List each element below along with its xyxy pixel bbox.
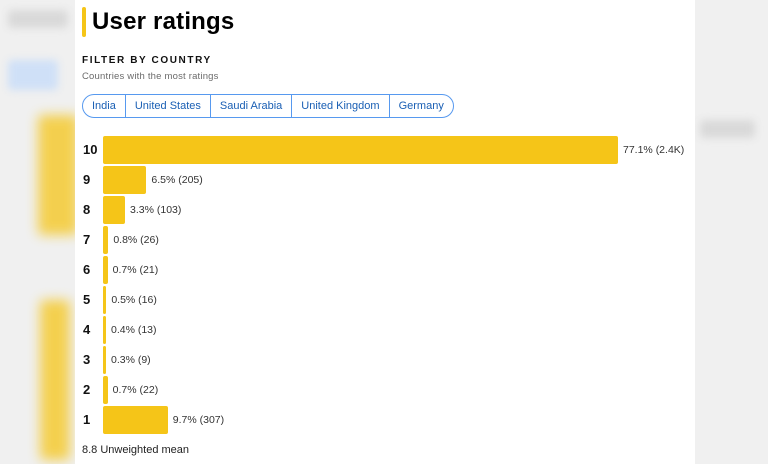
filter-heading: FILTER BY COUNTRY bbox=[82, 55, 212, 66]
rating-value-label: 0.3% (9) bbox=[111, 354, 151, 366]
ratings-panel: User ratings FILTER BY COUNTRY Countries… bbox=[75, 0, 695, 464]
rating-row: 9 6.5% (205) bbox=[75, 166, 695, 194]
unweighted-mean: 8.8 Unweighted mean bbox=[82, 444, 190, 456]
rating-bar bbox=[103, 166, 147, 194]
country-chip-united-states[interactable]: United States bbox=[126, 95, 211, 117]
rating-bar bbox=[103, 136, 618, 164]
rating-row: 4 0.4% (13) bbox=[75, 316, 695, 344]
rating-row: 10 77.1% (2.4K) bbox=[75, 136, 695, 164]
rating-bar bbox=[103, 346, 106, 374]
rating-row: 2 0.7% (22) bbox=[75, 376, 695, 404]
rating-row: 3 0.3% (9) bbox=[75, 346, 695, 374]
rating-bar bbox=[103, 286, 107, 314]
blurred-block bbox=[8, 10, 68, 28]
blurred-block bbox=[8, 60, 58, 90]
title-row: User ratings bbox=[82, 6, 234, 38]
rating-value-label: 3.3% (103) bbox=[130, 204, 182, 216]
rating-value-label: 0.4% (13) bbox=[111, 324, 157, 336]
rating-bar bbox=[103, 196, 126, 224]
rating-value-label: 0.7% (22) bbox=[112, 384, 159, 396]
blurred-block bbox=[700, 120, 755, 138]
blurred-block bbox=[40, 300, 70, 460]
rating-row: 5 0.5% (16) bbox=[75, 286, 695, 314]
rating-label: 10 bbox=[83, 142, 98, 157]
rating-row: 7 0.8% (26) bbox=[75, 226, 695, 254]
rating-label: 9 bbox=[83, 172, 91, 187]
rating-row: 1 9.7% (307) bbox=[75, 406, 695, 434]
rating-value-label: 77.1% (2.4K) bbox=[623, 144, 685, 156]
rating-value-label: 6.5% (205) bbox=[151, 174, 203, 186]
rating-label: 5 bbox=[83, 292, 91, 307]
country-chip-germany[interactable]: Germany bbox=[398, 100, 444, 112]
rating-label: 4 bbox=[83, 322, 91, 337]
rating-row: 8 3.3% (103) bbox=[75, 196, 695, 224]
rating-row: 6 0.7% (21) bbox=[75, 256, 695, 284]
filter-subtitle: Countries with the most ratings bbox=[82, 71, 219, 82]
title-accent-bar bbox=[82, 7, 86, 37]
rating-value-label: 0.5% (16) bbox=[111, 294, 157, 306]
rating-bar bbox=[103, 376, 108, 404]
country-chip-saudi-arabia[interactable]: Saudi Arabia bbox=[211, 95, 293, 117]
blurred-block bbox=[38, 115, 78, 235]
rating-label: 7 bbox=[83, 232, 91, 247]
rating-label: 1 bbox=[83, 412, 91, 427]
country-chip-united-kingdom[interactable]: United Kingdom bbox=[292, 95, 390, 117]
rating-label: 8 bbox=[83, 202, 91, 217]
page-title: User ratings bbox=[92, 8, 235, 35]
rating-label: 6 bbox=[83, 262, 91, 277]
country-chip-india[interactable]: India bbox=[83, 95, 126, 117]
rating-bar bbox=[103, 316, 106, 344]
rating-bar bbox=[103, 226, 109, 254]
rating-bar bbox=[103, 406, 168, 434]
rating-value-label: 0.7% (21) bbox=[112, 264, 159, 276]
rating-bar bbox=[103, 256, 108, 284]
rating-value-label: 9.7% (307) bbox=[172, 414, 225, 426]
country-filter-chips: India United States Saudi Arabia United … bbox=[82, 94, 454, 118]
rating-value-label: 0.8% (26) bbox=[113, 234, 159, 246]
rating-label: 2 bbox=[83, 382, 91, 397]
rating-label: 3 bbox=[83, 352, 91, 367]
